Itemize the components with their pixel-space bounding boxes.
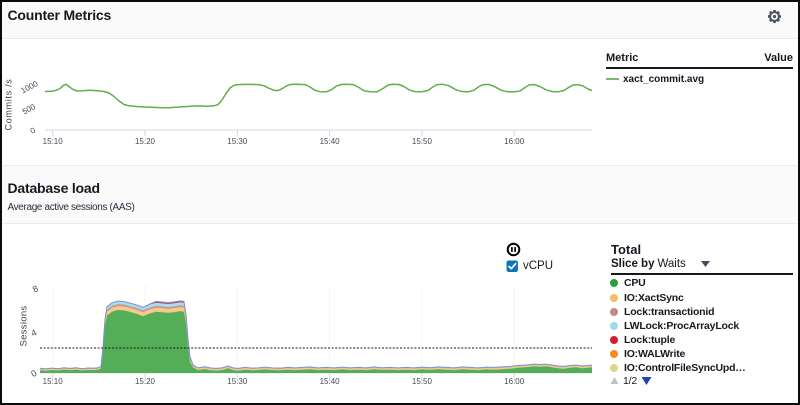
svg-text:Sessions: Sessions [19, 306, 30, 347]
svg-text:15:30: 15:30 [227, 137, 248, 146]
svg-text:8: 8 [31, 283, 40, 294]
svg-text:15:40: 15:40 [320, 137, 341, 146]
svg-text:4: 4 [29, 327, 38, 338]
svg-text:0: 0 [29, 126, 38, 136]
svg-text:15:30: 15:30 [227, 377, 248, 386]
svg-text:Commits /s: Commits /s [4, 79, 14, 131]
svg-text:15:20: 15:20 [135, 137, 156, 146]
svg-text:15:10: 15:10 [43, 377, 64, 386]
svg-text:15:20: 15:20 [135, 377, 156, 386]
svg-text:500: 500 [21, 102, 37, 116]
svg-text:1000: 1000 [19, 79, 39, 95]
svg-text:15:10: 15:10 [43, 137, 64, 146]
svg-text:15:40: 15:40 [320, 377, 341, 386]
svg-text:0: 0 [29, 368, 38, 379]
svg-text:16:00: 16:00 [504, 377, 525, 386]
svg-text:15:50: 15:50 [412, 137, 433, 146]
svg-text:15:50: 15:50 [412, 377, 433, 386]
svg-text:16:00: 16:00 [504, 137, 525, 146]
